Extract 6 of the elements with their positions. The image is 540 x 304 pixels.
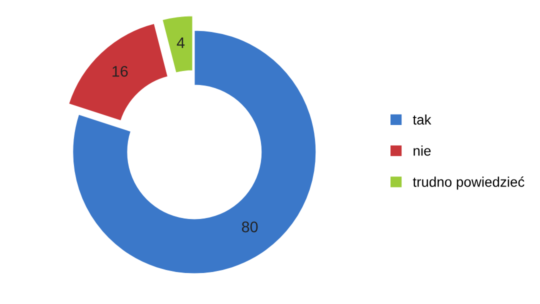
- data-label: 4: [176, 37, 185, 48]
- legend-label: nie: [414, 146, 431, 156]
- legend-label: trudno powiedzieć: [412, 176, 524, 190]
- data-label: 16: [112, 66, 128, 77]
- data-label: 80: [242, 222, 258, 232]
- legend-label: tak: [412, 114, 432, 125]
